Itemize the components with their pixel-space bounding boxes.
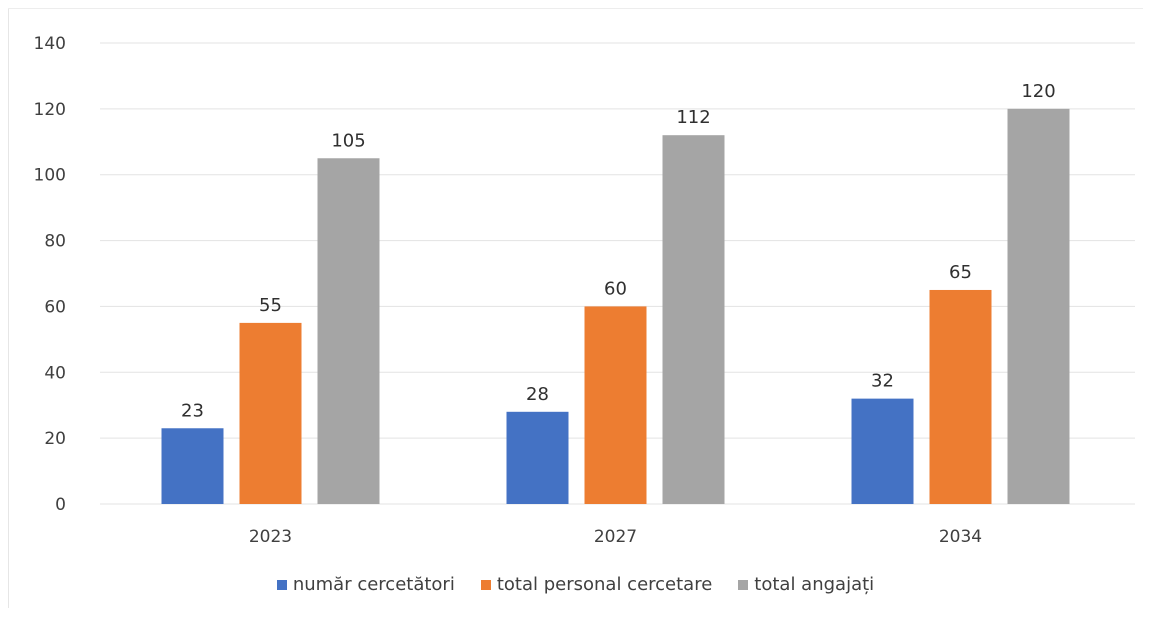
data-label: 32	[871, 371, 894, 392]
data-label: 28	[526, 384, 549, 405]
data-label: 60	[604, 278, 627, 299]
legend-item: total angajați	[738, 574, 874, 595]
legend-swatch	[738, 580, 748, 590]
legend-label: total angajați	[754, 574, 874, 595]
data-label: 65	[949, 262, 972, 283]
bar	[318, 158, 380, 504]
legend-swatch	[277, 580, 287, 590]
bar	[930, 290, 992, 504]
legend-item: număr cercetători	[277, 574, 455, 595]
x-tick-label: 2034	[939, 527, 982, 547]
bar	[1008, 109, 1070, 504]
x-tick-label: 2027	[594, 527, 637, 547]
y-tick-label: 20	[44, 429, 66, 449]
y-tick-label: 140	[34, 34, 66, 54]
data-label: 23	[181, 400, 204, 421]
legend-label: număr cercetători	[293, 574, 455, 595]
legend-item: total personal cercetare	[481, 574, 712, 595]
y-axis-ticks: 0 20 40 60 80 100 120 140	[34, 34, 66, 515]
data-label: 105	[331, 130, 365, 151]
data-label: 120	[1021, 81, 1055, 102]
bar	[585, 306, 647, 504]
y-tick-label: 120	[34, 100, 66, 120]
y-tick-label: 100	[34, 166, 66, 186]
legend-label: total personal cercetare	[497, 574, 712, 595]
legend: număr cercetători total personal cerceta…	[0, 574, 1151, 595]
x-tick-label: 2023	[249, 527, 292, 547]
legend-swatch	[481, 580, 491, 590]
y-tick-label: 60	[44, 297, 66, 317]
y-tick-label: 40	[44, 363, 66, 383]
y-tick-label: 0	[55, 495, 66, 515]
bar	[663, 135, 725, 504]
bar	[852, 399, 914, 504]
data-label: 112	[676, 107, 710, 128]
y-tick-label: 80	[44, 232, 66, 252]
bar	[507, 412, 569, 504]
bar	[240, 323, 302, 504]
bar	[162, 428, 224, 504]
data-label: 55	[259, 295, 282, 316]
x-axis-ticks: 2023 2027 2034	[249, 527, 982, 547]
